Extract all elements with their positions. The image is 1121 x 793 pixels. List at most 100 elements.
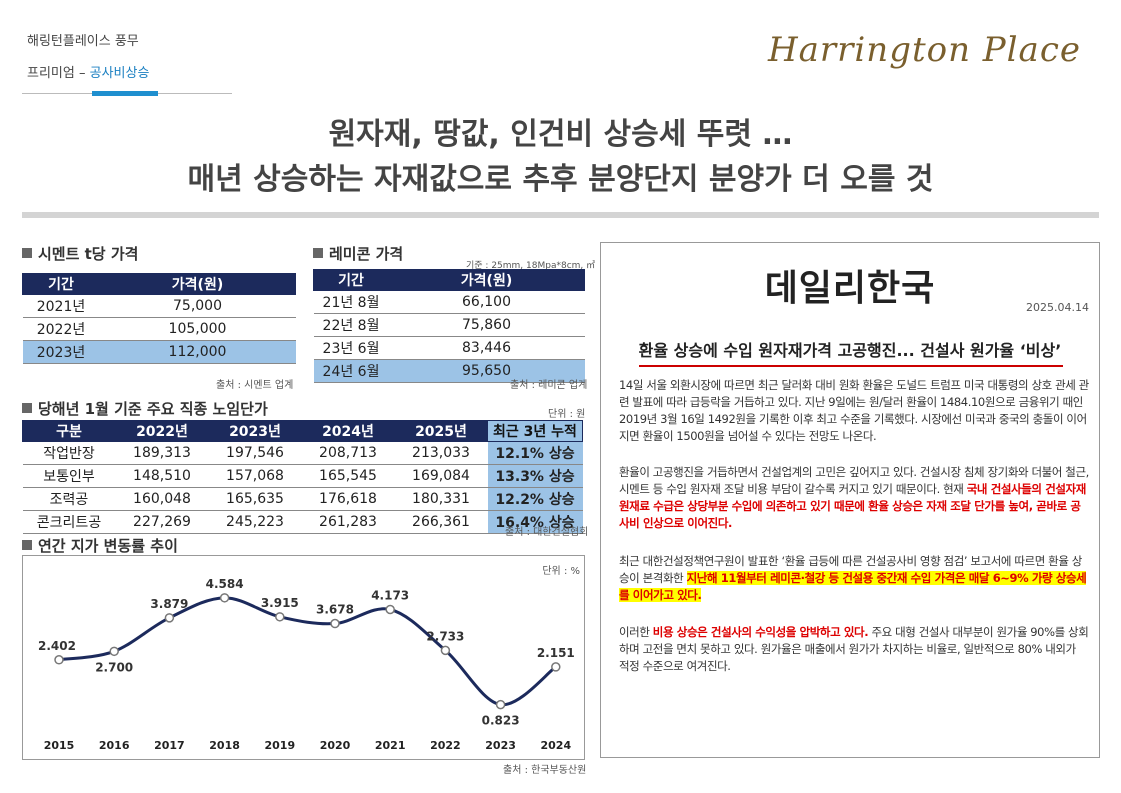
news-highlight: 지난해 11월부터 레미콘·철강 등 건설용 중간재 수입 가격은 매달 6~9… [619,571,1087,602]
table-cell: 208,713 [301,441,395,465]
table-header: 구분 [22,420,116,442]
table-cell: 176,618 [301,487,395,511]
chart-unit: 단위 : % [542,566,580,577]
table-row: 24년 6월 95,650 [313,359,585,383]
table-header: 2022년 [115,420,209,442]
table-cell: 83,446 [388,336,585,360]
table-cell: 148,510 [115,464,209,488]
table-header: 2023년 [208,420,302,442]
headline-line-1: 원자재, 땅값, 인건비 상승세 뚜렷 … [328,117,793,152]
news-text: 환율이 고공행진을 거듭하면서 건설업계의 고민은 깊어지고 있다. 건설시장 … [619,465,1089,496]
table-cell: 261,283 [301,510,395,534]
x-tick-label: 2018 [209,739,240,752]
table-cell: 95,650 [388,359,585,383]
table-cell: 245,223 [208,510,302,534]
category-name: 공사비상승 [89,66,150,81]
headline-line-2: 매년 상승하는 자재값으로 추후 분양단지 분양가 더 오를 것 [187,162,934,197]
data-point [330,618,340,629]
table-cell: 24년 6월 [313,359,389,383]
table-cell: 보통인부 [22,464,116,488]
company-name: 해링턴플레이스 풍무 [27,34,139,49]
table-cell: 197,546 [208,441,302,465]
x-tick-label: 2016 [99,739,130,752]
table-cell: 160,048 [115,487,209,511]
x-tick-label: 2015 [44,739,75,752]
table-header: 최근 3년 누적 [487,420,583,442]
x-tick-label: 2022 [430,739,461,752]
table-row: 콘크리트공 227,269 245,223 261,283 266,361 16.4% 상… [22,510,583,534]
bullet-square-icon [22,248,32,258]
data-label: 3.915 [261,596,299,610]
land-section-title: 연간 지가 변동률 추이 [22,535,178,556]
table-cell: 165,545 [301,464,395,488]
land-source: 출처 : 한국부동산원 [503,765,587,776]
table-cell: 169,084 [394,464,488,488]
data-label: 2.733 [426,629,464,643]
table-cell: 2021년 [22,294,100,318]
table-cell: 조력공 [22,487,116,511]
news-paragraph: 최근 대한건설정책연구원이 발표한 ‘환율 급등에 따른 건설공사비 영향 점검… [619,553,1089,604]
data-label: 3.678 [316,603,354,617]
data-point [440,645,451,656]
data-label: 2.402 [38,639,76,653]
data-label: 4.173 [371,588,409,602]
table-cell: 75,860 [388,313,585,337]
wages-unit: 단위 : 원 [548,409,586,420]
remicon-source: 출처 : 레미콘 업계 [510,380,588,391]
table-cell: 213,033 [394,441,488,465]
news-clipping: 데일리한국 2025.04.14 환율 상승에 수입 원자재가격 고공행진...… [600,242,1100,758]
data-point [109,646,119,657]
land-price-line-chart: 2.402 2015 2.700 2016 3.879 2017 4.584 2018 3.91… [38,577,575,752]
category-label: 프리미엄 – 공사비상승 [27,62,149,81]
table-row: 작업반장 189,313 197,546 208,713 213,033 12.1% 상승 [22,441,583,465]
land-chart-box: 단위 : % 2.402 2015 2.700 2016 3.879 2017 4.584 2… [22,555,585,760]
table-header: 기간 [22,273,100,295]
newspaper-name: 데일리한국 [764,268,936,309]
table-cell: 13.3% 상승 [487,464,583,488]
bullet-square-icon [22,403,32,413]
table-header: 2024년 [301,420,395,442]
news-emphasis: 비용 상승은 건설사의 수익성을 압박하고 있다. [652,625,869,639]
wages-table: 구분 2022년 2023년 2024년 2025년 최근 3년 누적 작업반장… [22,420,583,534]
table-cell: 콘크리트공 [22,510,116,534]
bullet-square-icon [22,540,32,550]
table-header-row: 기간 가격(원) [313,269,585,291]
news-emphasis: 국내 건설사들의 건설자재 원재료 수급은 상당부분 수입에 의존하고 있기 때… [619,482,1086,530]
x-tick-label: 2021 [375,739,406,752]
news-paragraph: 14일 서울 외환시장에 따르면 최근 달러화 대비 원화 환율은 도널드 트럼… [619,378,1089,443]
news-text: 이러한 [619,625,653,639]
x-tick-label: 2020 [320,739,351,752]
data-point [551,662,561,672]
data-point [495,699,506,710]
news-headline: 환율 상승에 수입 원자재가격 고공행진... 건설사 원가율 ‘비상’ [638,341,1062,360]
table-cell: 2023년 [22,340,100,364]
table-row: 21년 8월 66,100 [313,290,585,314]
table-row: 보통인부 148,510 157,068 165,545 169,084 13.3% 상승 [22,464,583,488]
table-cell: 23년 6월 [313,336,389,360]
data-point [219,593,230,603]
news-paragraph: 환율이 고공행진을 거듭하면서 건설업계의 고민은 깊어지고 있다. 건설시장 … [619,464,1089,532]
harrington-logo: Harrington Place [768,30,1081,70]
remicon-note: 기준 : 25mm, 18Mpa*8cm, ㎥ [466,261,596,271]
table-header-row: 구분 2022년 2023년 2024년 2025년 최근 3년 누적 [22,420,583,442]
table-row: 조력공 160,048 165,635 176,618 180,331 12.2% 상승 [22,487,583,511]
table-row: 2023년 112,000 [22,340,296,364]
remicon-table: 기간 가격(원) 21년 8월 66,100 22년 8월 75,860 23년 6… [313,269,585,383]
table-cell: 75,000 [99,294,296,318]
cement-source: 출처 : 시멘트 업계 [216,380,294,391]
table-cell: 12.1% 상승 [487,441,583,465]
table-cell: 21년 8월 [313,290,389,314]
table-cell: 16.4% 상승 [487,510,583,534]
news-headline-underline [639,365,1063,367]
header-underline-accent [92,91,158,96]
table-cell: 157,068 [208,464,302,488]
table-header: 2025년 [394,420,488,442]
news-text: 최근 대한건설정책연구원이 발표한 ‘환율 급등에 따른 건설공사비 영향 점검… [619,554,1082,585]
x-tick-label: 2019 [264,739,295,752]
table-cell: 12.2% 상승 [487,487,583,511]
wages-source: 출처 : 대한건설협회 [505,527,589,538]
data-label: 2.151 [537,646,575,660]
data-label: 2.700 [95,660,133,674]
news-date: 2025.04.14 [1026,301,1089,314]
data-label: 3.879 [150,597,188,611]
